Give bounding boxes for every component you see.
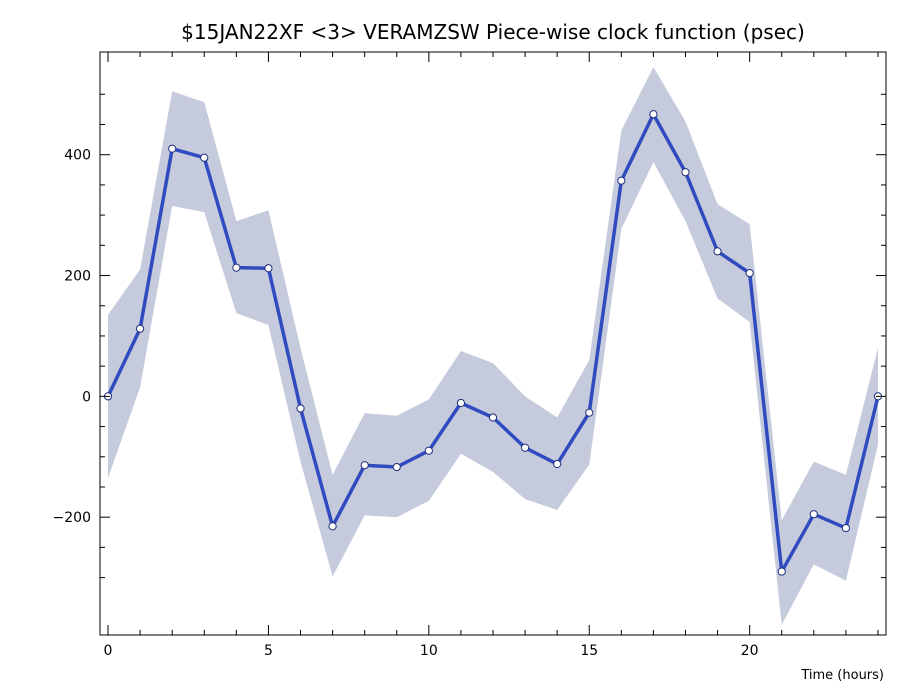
data-point (264, 264, 273, 273)
data-point (232, 263, 241, 272)
plot-frame (99, 51, 887, 636)
y-tick-label: −200 (53, 510, 91, 526)
uncertainty-band (108, 67, 878, 625)
data-point (777, 567, 786, 576)
data-point (392, 462, 401, 472)
x-tick-label: 15 (580, 643, 598, 659)
chart-title: $15JAN22XF <3> VERAMZSW Piece-wise clock… (181, 20, 805, 44)
data-point (713, 247, 722, 256)
x-tick-label: 10 (420, 643, 438, 659)
data-point (456, 398, 466, 408)
data-point (488, 413, 498, 422)
y-tick-label: 400 (64, 148, 91, 164)
data-point (745, 269, 754, 278)
x-tick-label: 0 (104, 643, 113, 659)
data-point (520, 443, 530, 452)
data-point (136, 324, 145, 333)
x-tick-label: 5 (264, 643, 273, 659)
data-point (649, 110, 658, 119)
data-point (328, 522, 337, 531)
data-point (617, 176, 626, 185)
data-point (296, 404, 305, 413)
data-point (168, 144, 177, 153)
data-point (360, 461, 369, 470)
data-point (681, 168, 690, 177)
data-point (553, 459, 562, 469)
x-tick-label: 20 (741, 643, 759, 659)
y-tick-label: 0 (82, 389, 91, 405)
y-tick-label: 200 (64, 269, 91, 285)
data-point (841, 523, 850, 533)
data-point (809, 510, 818, 519)
data-point (585, 408, 594, 417)
x-axis-label: Time (hours) (800, 668, 884, 683)
axis-ticks: 0 5 10 15 20 −200 0 200 400 (53, 52, 886, 659)
data-point (424, 446, 433, 455)
plot-area (103, 67, 883, 625)
data-point (200, 153, 209, 162)
